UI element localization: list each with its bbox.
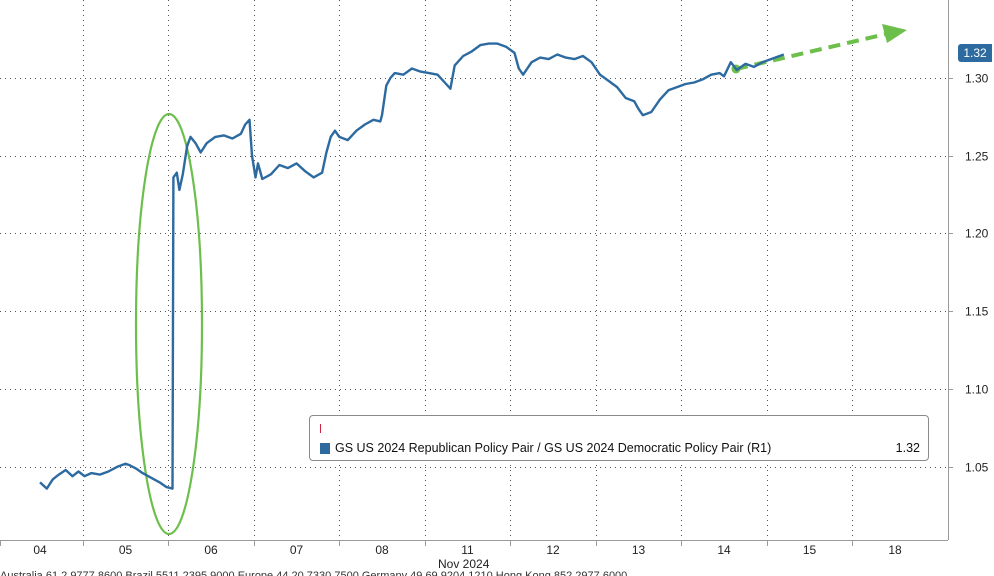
legend-marker-tick	[320, 424, 321, 433]
legend: GS US 2024 Republican Policy Pair / GS U…	[309, 415, 929, 461]
grid-layer	[0, 0, 948, 540]
x-tick-label: 04	[33, 543, 47, 557]
y-tick-label: 1.25	[965, 150, 989, 164]
series-line	[39, 42, 785, 490]
y-tick-label: 1.10	[965, 383, 989, 397]
legend-label: GS US 2024 Republican Policy Pair / GS U…	[335, 441, 772, 455]
legend-swatch	[320, 443, 330, 454]
legend-value: 1.32	[895, 441, 920, 455]
axis-layer	[0, 0, 953, 546]
y-tick-label: 1.15	[965, 305, 989, 319]
x-tick-labels: 04 05 06 07 08 11 12 13 14 15 18	[33, 543, 902, 557]
series-layer	[39, 42, 785, 490]
x-tick-label: 12	[546, 543, 560, 557]
x-tick-label: 05	[119, 543, 133, 557]
x-tick-label: 11	[461, 543, 474, 557]
y-tick-label: 1.05	[965, 461, 989, 475]
footer-contact-text: Australia 61 2 9777 8600 Brazil 5511 239…	[0, 570, 628, 576]
highlight-ellipse	[134, 112, 204, 536]
y-tick-labels: 1.05 1.10 1.15 1.20 1.25 1.30	[965, 72, 989, 475]
x-tick-label: 15	[803, 543, 817, 557]
trend-arrow-head	[882, 24, 907, 43]
x-tick-label: 06	[204, 543, 218, 557]
x-tick-label: 18	[888, 543, 902, 557]
x-axis-month-label: Nov 2024	[438, 557, 490, 571]
last-value-tag: 1.32	[958, 44, 992, 62]
x-tick-label: 08	[375, 543, 389, 557]
x-tick-label: 13	[632, 543, 646, 557]
y-tick-label: 1.30	[965, 72, 989, 86]
x-tick-label: 07	[290, 543, 304, 557]
y-tick-label: 1.20	[965, 227, 989, 241]
x-tick-label: 14	[717, 543, 731, 557]
